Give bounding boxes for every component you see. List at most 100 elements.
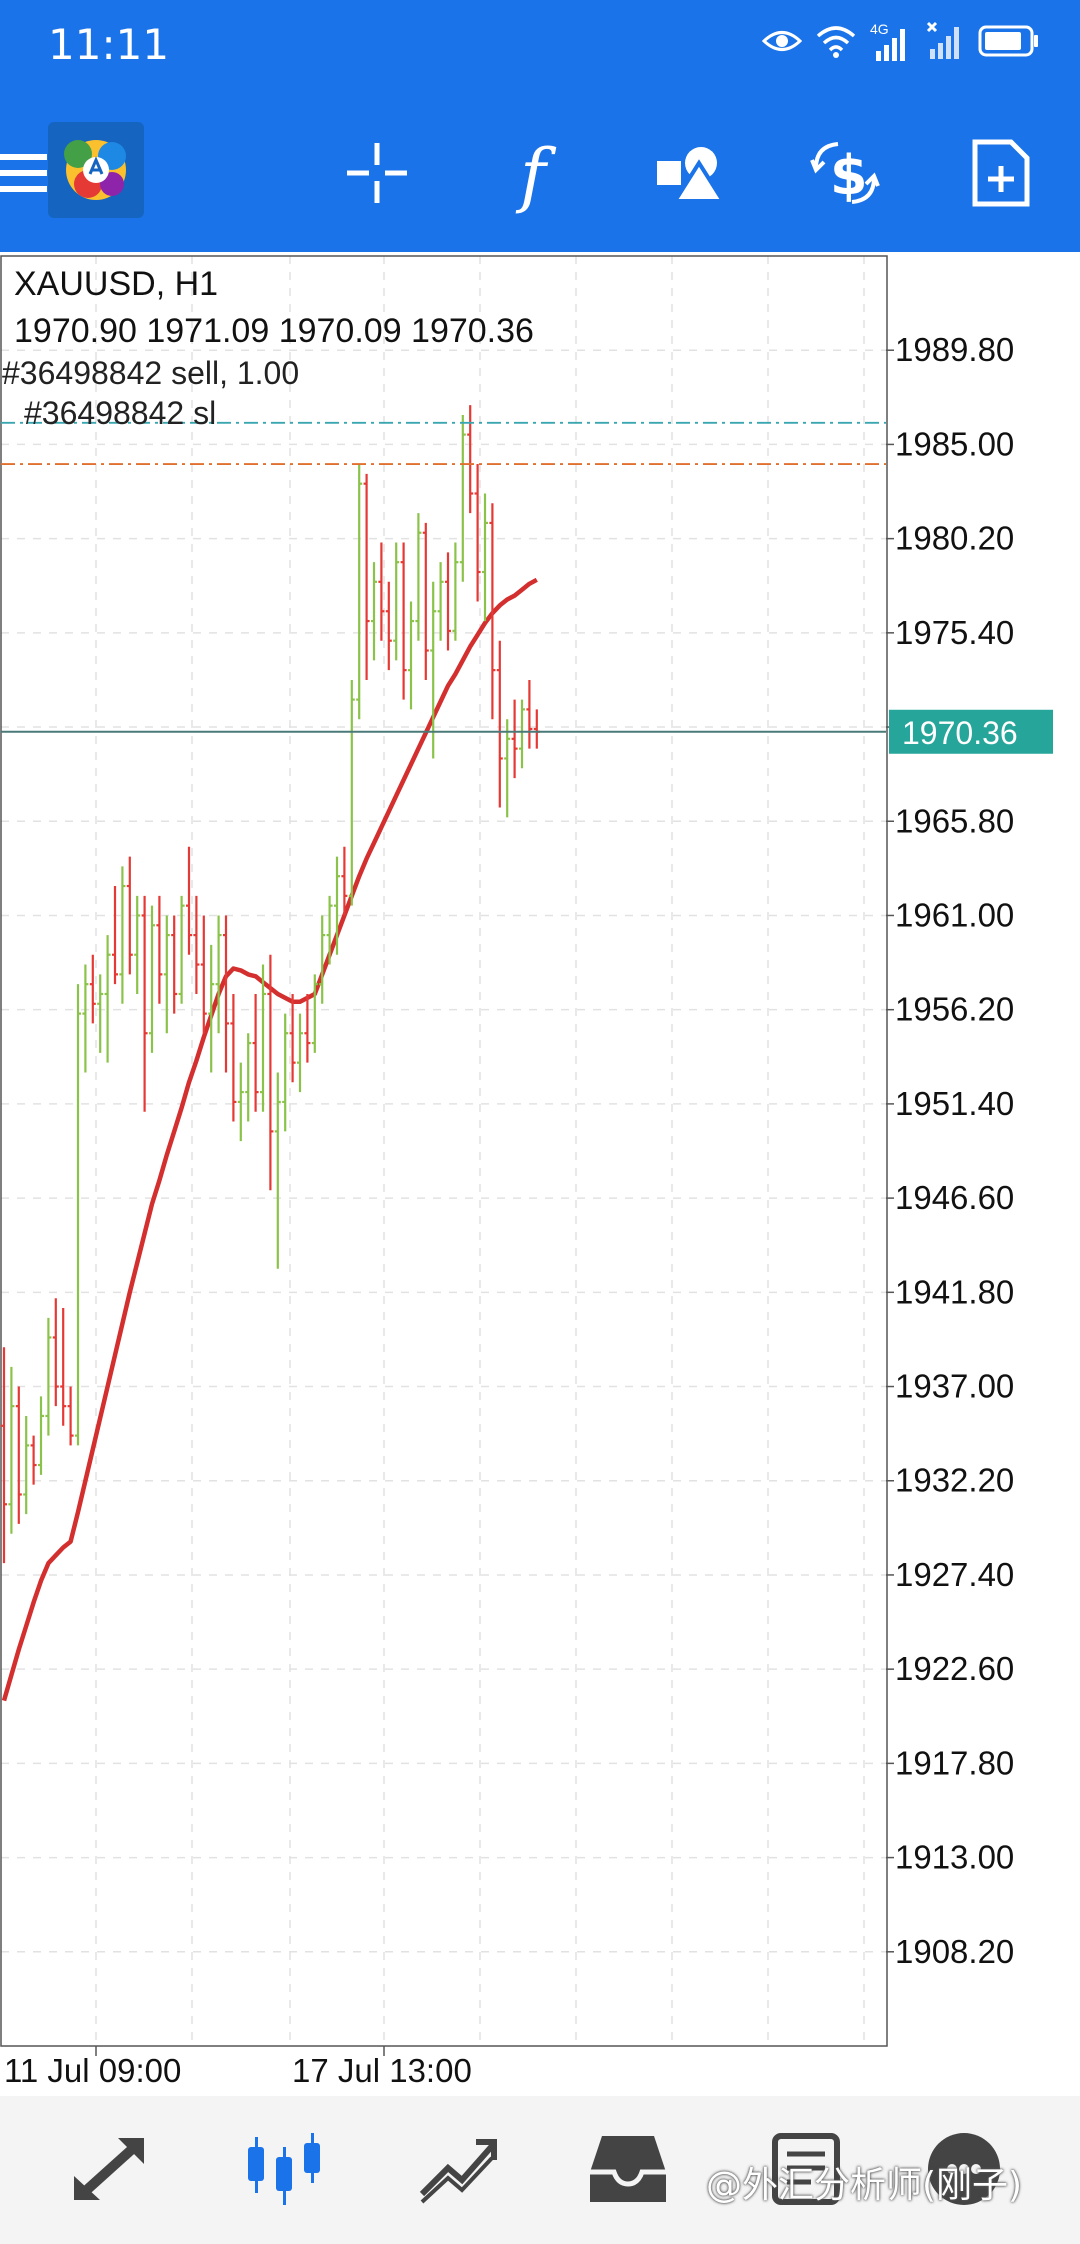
status-icons: 4G [761,18,1040,68]
ohlc-label: 1970.90 1971.09 1970.09 1970.36 [14,312,534,350]
x-tick-label: 17 Jul 13:00 [292,2052,472,2089]
price-bar [126,856,133,975]
price-bar [104,935,111,1063]
signal-4g-icon: 4G [870,21,912,63]
price-bar [171,915,178,1014]
price-bar [8,1366,15,1534]
price-bar [482,493,488,622]
chart-frame [0,255,888,2047]
crosshair-icon [345,141,409,210]
price-bar [519,699,525,769]
price-bar [230,993,237,1122]
y-tick-label: 1922.60 [895,1650,1014,1687]
new-order-icon [971,138,1031,213]
current-price-badge: 1970.36 [889,709,1053,754]
indicators-button[interactable]: f [488,130,578,220]
price-bar [245,1033,252,1122]
stop-loss-label: #36498842 sl [24,395,216,431]
y-tick-label: 1965.80 [895,802,1014,839]
symbol-label: XAUUSD, H1 [14,265,218,303]
nav-history[interactable] [578,2126,678,2216]
price-bar [67,1386,74,1446]
top-toolbar: f $ [0,90,1080,252]
chart-canvas[interactable]: 1989.801985.001980.201975.401970.601965.… [0,252,1080,2092]
status-bar: 11:11 4G [0,0,1080,90]
y-tick-label: 1961.00 [895,896,1014,933]
y-tick-label: 1989.80 [895,331,1014,368]
price-bar [496,640,503,808]
settings-icon [924,2129,1004,2214]
price-bar [89,954,96,1024]
price-bar [334,856,340,955]
price-bar [378,542,385,641]
menu-button[interactable] [0,130,62,220]
y-tick-label: 1951.40 [895,1085,1014,1122]
y-tick-label: 1980.20 [895,520,1014,557]
price-bar [149,905,155,1053]
order-levels [1,421,886,733]
menu-icon [0,148,47,203]
y-tick-label: 1937.00 [895,1368,1014,1405]
y-tick-label: 1917.80 [895,1744,1014,1781]
wifi-icon [816,24,856,63]
price-bar [504,719,511,818]
signal-icon [926,21,964,66]
nav-quotes[interactable] [60,2126,160,2216]
price-bar [208,944,215,1073]
price-chart[interactable]: 1989.801985.001980.201975.401970.601965.… [0,252,1080,2092]
nav-settings[interactable] [914,2126,1014,2216]
svg-text:$: $ [830,144,868,207]
y-tick-label: 1956.20 [895,991,1014,1028]
objects-button[interactable] [645,130,735,220]
crosshair-button[interactable] [332,130,422,220]
y-tick-label: 1932.20 [895,1462,1014,1499]
price-bar [15,1386,22,1524]
price-bar [297,1013,303,1093]
price-bar [38,1396,44,1475]
price-bar [430,581,437,759]
price-bar [452,542,459,641]
chart-icon [242,2129,326,2214]
price-bar [400,542,407,700]
price-bar [526,679,533,749]
trade-button[interactable]: $ [800,130,890,220]
price-bar [112,886,118,985]
network-label: 4G [870,21,889,37]
nav-trade[interactable] [408,2126,508,2216]
history-icon [588,2132,668,2211]
price-bar [319,915,326,1004]
price-bar [459,414,466,582]
price-axis: 1989.801985.001980.201975.401970.601965.… [886,331,1014,1970]
price-bar [474,464,481,602]
price-bar [30,1435,37,1485]
price-bar [289,993,296,1083]
y-tick-label: 1941.80 [895,1273,1014,1310]
price-bar [371,562,377,661]
price-bar [23,1415,30,1515]
price-bar [326,895,333,965]
nav-news[interactable] [756,2126,856,2216]
price-bar [163,915,170,1034]
price-bar [119,866,126,1004]
price-bar [156,895,163,1004]
price-bars [1,405,540,1564]
price-bar [267,954,274,1191]
bottom-nav: @外汇分析师(刚子) [0,2096,1080,2244]
price-bar [274,1072,281,1269]
price-bar [60,1308,67,1426]
price-bar [415,513,422,641]
watermark: @外汇分析师(刚子) [706,2165,1023,2206]
new-order-button[interactable] [956,130,1046,220]
app-logo[interactable] [48,122,144,218]
y-tick-label: 1927.40 [895,1556,1014,1593]
price-bar [489,503,496,720]
price-bar [200,915,207,1034]
price-bar [422,522,429,680]
y-tick-label: 1975.40 [895,614,1014,651]
price-bar [1,1347,7,1564]
price-bar [363,473,370,680]
price-bar [511,699,518,779]
price-bar [223,915,229,1073]
nav-chart[interactable] [234,2126,334,2216]
news-icon [771,2132,841,2211]
